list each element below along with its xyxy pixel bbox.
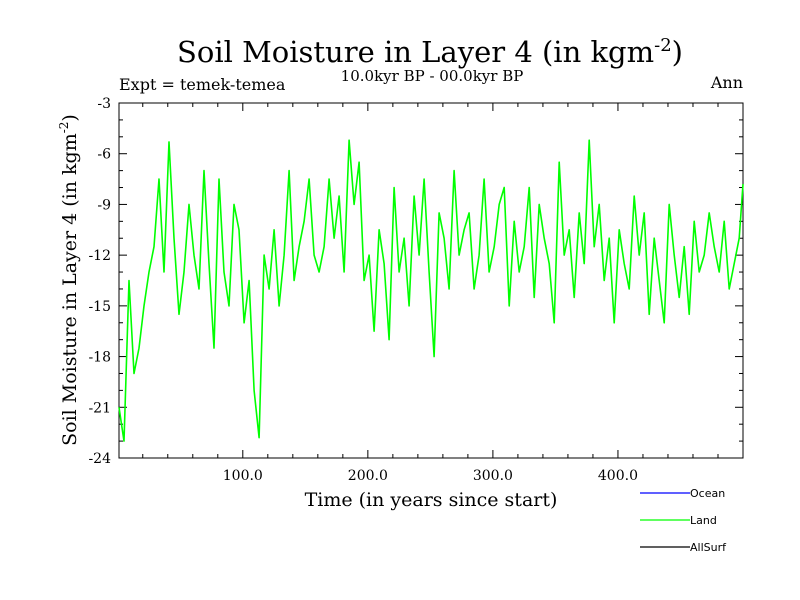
chart-title-close: ) xyxy=(672,35,683,69)
y-axis-title-main: Soil Moisture in Layer 4 (in kgm xyxy=(59,133,81,446)
legend-label-land: Land xyxy=(690,514,717,527)
legend-label-allsurf: AllSurf xyxy=(690,541,727,554)
period-label: Ann xyxy=(710,73,743,92)
chart-title-main: Soil Moisture in Layer 4 (in kgm xyxy=(177,35,654,69)
chart-title-sup: -2 xyxy=(654,35,672,56)
experiment-label: Expt = temek-temea xyxy=(119,75,286,94)
y-tick-label: -3 xyxy=(97,96,111,112)
y-axis-title-sup: -2 xyxy=(57,122,71,134)
y-tick-label: -21 xyxy=(88,400,111,416)
y-tick-label: -24 xyxy=(88,451,111,467)
y-tick-label: -6 xyxy=(97,147,111,163)
legend-label-ocean: Ocean xyxy=(690,487,725,500)
y-tick-label: -15 xyxy=(88,299,111,315)
y-tick-label: -18 xyxy=(88,350,111,366)
chart-title: Soil Moisture in Layer 4 (in kgm-2) xyxy=(177,35,683,69)
plot-frame xyxy=(118,102,744,459)
x-axis-title: Time (in years since start) xyxy=(305,489,558,511)
y-axis-title-close: ) xyxy=(59,114,81,121)
x-tick-label: 400.0 xyxy=(598,468,638,484)
series-line-land xyxy=(118,139,744,442)
x-tick-label: 100.0 xyxy=(223,468,263,484)
y-tick-label: -9 xyxy=(97,197,111,213)
x-axis-ticks: 100.0 200.0 300.0 400.0 xyxy=(142,103,719,484)
y-axis-ticks: -3 -6 -9 -12 -15 -18 -21 -24 xyxy=(88,96,743,467)
chart-subtitle: 10.0kyr BP - 00.0kyr BP xyxy=(341,67,524,85)
series-layer xyxy=(118,139,744,442)
chart-legend: Ocean Land AllSurf xyxy=(640,487,727,554)
y-axis-title: Soil Moisture in Layer 4 (in kgm-2) xyxy=(57,114,81,446)
x-tick-label: 300.0 xyxy=(473,468,513,484)
x-tick-label: 200.0 xyxy=(348,468,388,484)
y-tick-label: -12 xyxy=(88,248,111,264)
